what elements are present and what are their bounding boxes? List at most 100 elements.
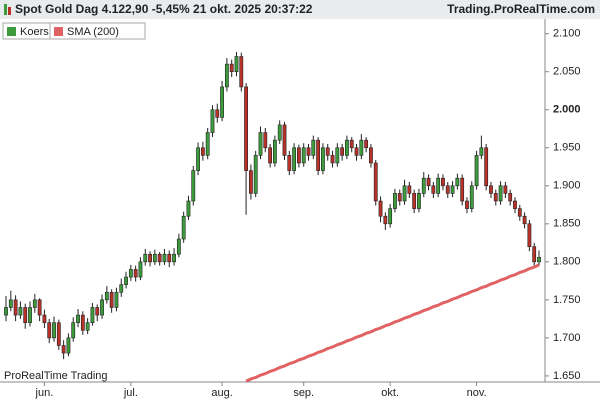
y-tick-label: 1.800	[553, 256, 581, 268]
candle-body	[388, 208, 393, 225]
y-tick-label: 1.750	[553, 294, 581, 306]
candle-body	[18, 307, 23, 316]
candle-body	[407, 185, 412, 194]
candle-body	[28, 307, 32, 323]
candle-body	[71, 322, 76, 339]
candle-body	[186, 200, 191, 217]
candle-body	[76, 314, 80, 323]
x-tick-label: aug.	[211, 387, 232, 399]
candle-body	[455, 177, 460, 187]
candle-body	[114, 291, 119, 308]
candle-body	[517, 208, 522, 217]
candle-body	[306, 147, 311, 156]
candle-body	[100, 299, 104, 316]
candle-body	[311, 139, 316, 156]
candle-body	[4, 307, 8, 316]
candle-body	[253, 155, 258, 194]
y-tick-label: 1.950	[553, 142, 581, 154]
candle-body	[56, 322, 61, 346]
candle-body	[349, 139, 354, 149]
candle-body	[503, 185, 508, 194]
candle-body	[335, 147, 340, 164]
candle-body	[268, 147, 272, 164]
candle-body	[13, 299, 18, 316]
candle-body	[373, 162, 378, 202]
candle-body	[359, 139, 364, 156]
sma-line	[245, 263, 540, 382]
candle-body	[450, 185, 455, 194]
candle-body	[417, 193, 421, 209]
icon	[8, 7, 11, 15]
candle-body	[292, 147, 297, 171]
candle-body	[42, 314, 47, 323]
candle-body	[474, 155, 479, 187]
icon	[4, 4, 7, 15]
candle-body	[90, 307, 95, 323]
legend-swatch	[54, 27, 63, 36]
candle-body	[234, 56, 239, 73]
x-tick-label: jul.	[123, 387, 138, 399]
candle-body	[484, 147, 489, 187]
candle-body	[167, 253, 172, 263]
y-tick-label: 2.100	[553, 28, 581, 40]
candle-body	[124, 276, 128, 285]
candle-body	[133, 269, 138, 278]
candle-body	[345, 139, 349, 156]
y-tick-label: 2.050	[553, 66, 581, 78]
candle-body	[128, 269, 133, 278]
candle-body	[8, 299, 13, 308]
x-tick-label: okt.	[381, 387, 399, 399]
x-tick-label: sep.	[293, 387, 314, 399]
candle-body	[297, 147, 301, 164]
candle-body	[431, 185, 436, 194]
candle-body	[152, 253, 157, 263]
candle-body	[301, 147, 306, 164]
candle-body	[479, 147, 484, 156]
header-bar	[0, 0, 600, 19]
x-tick-label: nov.	[467, 387, 487, 399]
candle-body	[537, 256, 541, 263]
candle-body	[445, 185, 450, 194]
candle-body	[229, 63, 234, 73]
candle-body	[498, 185, 503, 202]
candle-body	[239, 56, 244, 88]
candle-body	[37, 299, 42, 316]
candle-body	[66, 337, 71, 354]
candle-body	[402, 185, 407, 202]
plot-area	[4, 51, 541, 382]
candle-body	[119, 284, 124, 293]
candle-body	[282, 124, 287, 156]
candle-body	[330, 155, 335, 164]
candle-body	[176, 238, 181, 255]
candle-body	[469, 185, 474, 209]
candle-body	[162, 253, 167, 263]
candle-body	[215, 109, 220, 118]
candle-body	[181, 215, 186, 240]
candle-body	[460, 177, 465, 202]
y-tick-label: 1.700	[553, 332, 581, 344]
candle-body	[393, 193, 397, 209]
candle-body	[273, 139, 277, 164]
candle-body	[210, 109, 215, 133]
candle-body	[489, 185, 493, 194]
candle-body	[397, 193, 402, 202]
candle-body	[80, 314, 85, 331]
candle-body	[196, 147, 200, 171]
candle-body	[513, 200, 517, 209]
candle-body	[85, 322, 90, 331]
candle-body	[32, 299, 37, 308]
candle-body	[421, 177, 426, 194]
candle-body	[23, 307, 28, 323]
candle-body	[340, 147, 345, 156]
candle-body	[321, 147, 325, 171]
candle-body	[95, 307, 100, 316]
candle-body	[61, 345, 66, 354]
y-tick-label: 2.000	[553, 104, 581, 116]
candle-body	[104, 291, 109, 301]
candle-body	[426, 177, 431, 187]
candle-body	[441, 177, 445, 187]
candle-body	[191, 170, 196, 202]
candle-body	[436, 177, 441, 194]
